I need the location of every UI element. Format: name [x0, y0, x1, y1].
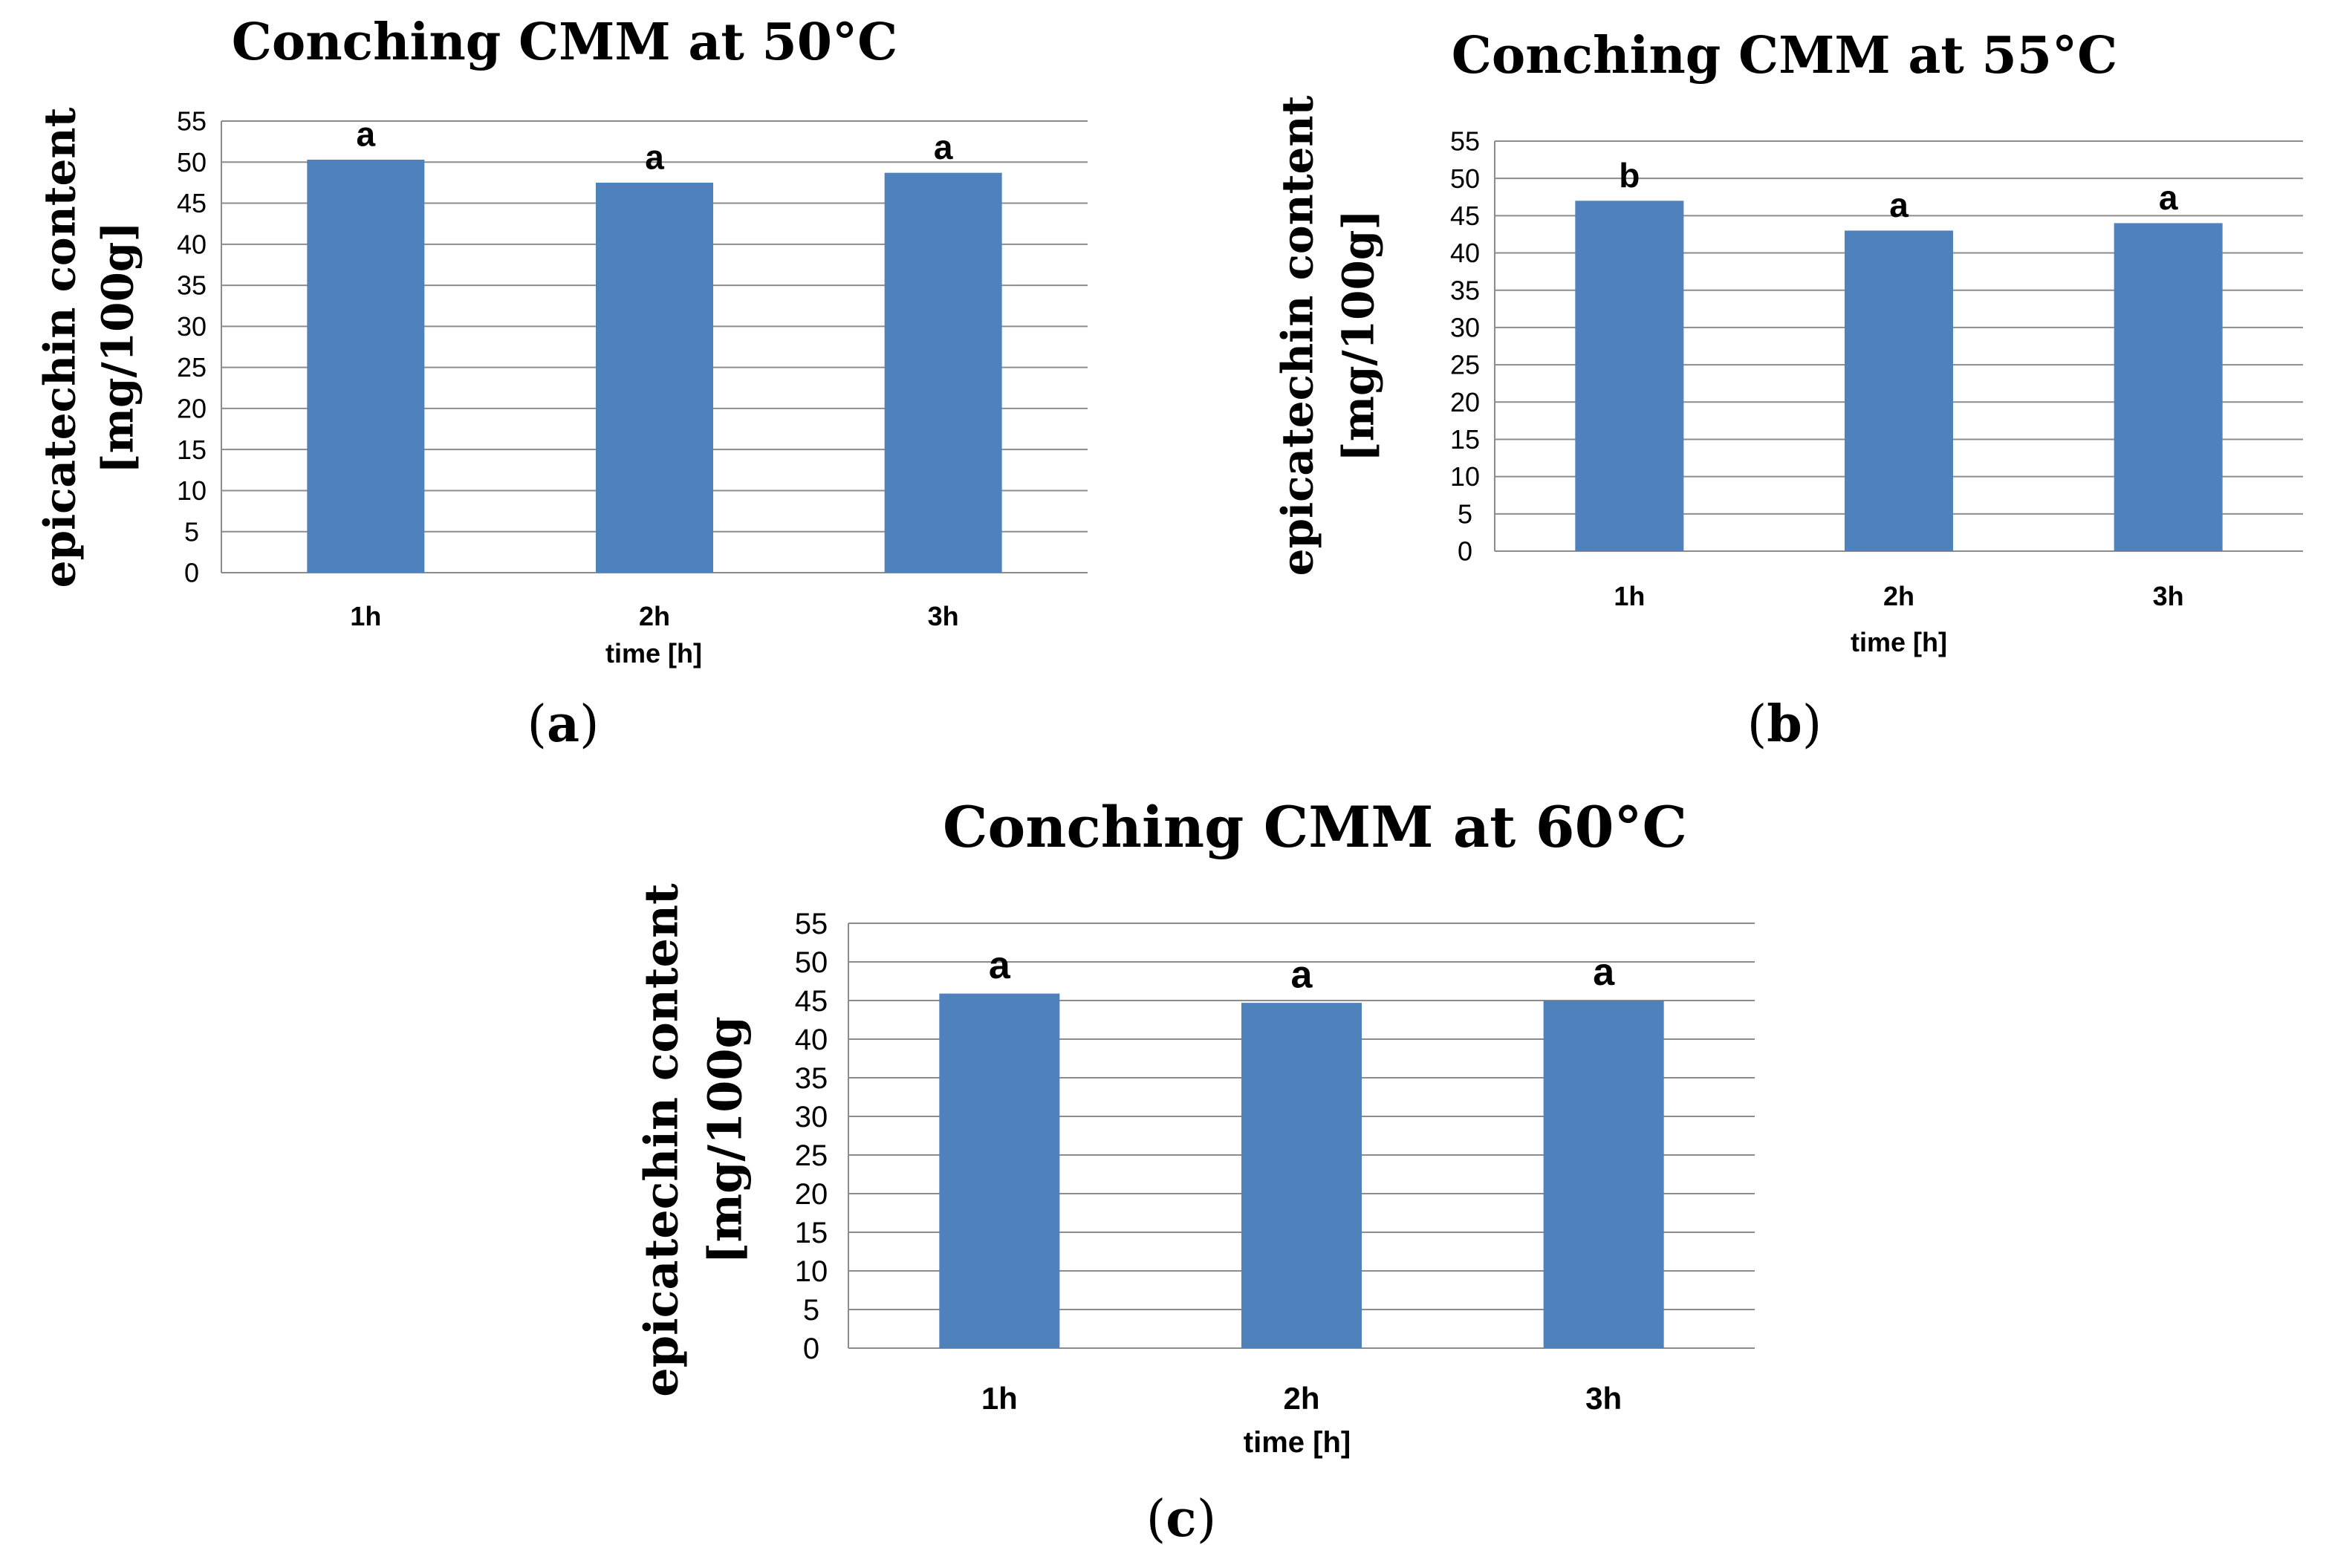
- chart-panel-a: Conching CMM at 50°C 0 5 10 15 20 25 30 35 40 45 50…: [34, 13, 1088, 754]
- y-tick-label: 55: [177, 106, 207, 137]
- y-tick-label: 55: [795, 908, 828, 940]
- significance-letter: a: [934, 128, 953, 166]
- y-tick-label: 40: [177, 229, 207, 259]
- chart-title: Conching CMM at 55°C: [1452, 26, 2117, 85]
- y-axis-label-line1: epicatechin content: [34, 107, 85, 588]
- bar-1h: [307, 159, 425, 573]
- y-tick-label: 0: [803, 1333, 819, 1365]
- y-tick-label: 30: [795, 1101, 828, 1133]
- significance-letter: a: [989, 944, 1011, 987]
- significance-letter: a: [1889, 186, 1909, 224]
- bar-1h: [939, 993, 1060, 1348]
- y-tick-label: 20: [177, 394, 207, 424]
- significance-letter: b: [1619, 156, 1640, 195]
- y-tick-label: 20: [795, 1178, 828, 1211]
- x-tick-label: 1h: [1614, 581, 1645, 611]
- y-tick-label: 50: [1450, 163, 1480, 194]
- y-tick-label: 15: [1450, 424, 1480, 455]
- y-tick-label: 20: [1450, 387, 1480, 417]
- y-tick-label: 30: [1450, 313, 1480, 343]
- significance-letter: a: [357, 115, 376, 154]
- y-tick-label: 40: [795, 1024, 828, 1056]
- y-tick-label: 25: [177, 352, 207, 383]
- y-tick-label: 25: [1450, 350, 1480, 380]
- y-tick-label: 35: [177, 270, 207, 301]
- chart-panel-b: Conching CMM at 55°C 0 5 10 15 20 25 30 35 40 45 50…: [1272, 26, 2303, 754]
- y-tick-label: 25: [795, 1139, 828, 1172]
- y-tick-label: 55: [1450, 126, 1480, 157]
- y-axis-label-line1: epicatechin content: [634, 883, 689, 1397]
- y-tick-label: 35: [795, 1062, 828, 1095]
- x-tick-label: 1h: [350, 601, 381, 631]
- y-tick-label: 10: [1450, 461, 1480, 492]
- y-tick-label: 0: [184, 558, 199, 588]
- significance-letter: a: [2159, 178, 2178, 217]
- bar-1h: [1575, 201, 1684, 551]
- panel-label: (c): [1146, 1489, 1216, 1549]
- y-tick-label: 35: [1450, 275, 1480, 305]
- significance-letter: a: [1291, 953, 1313, 996]
- y-tick-label: 15: [177, 435, 207, 465]
- y-tick-label: 40: [1450, 238, 1480, 268]
- bar-2h: [596, 182, 713, 573]
- x-tick-label: 2h: [1883, 581, 1914, 611]
- y-axis-label-line1: epicatechin content: [1272, 95, 1322, 576]
- y-axis-label-line2: [mg/100g: [698, 1016, 753, 1264]
- x-tick-label: 3h: [1585, 1381, 1622, 1416]
- x-tick-label: 3h: [928, 601, 959, 631]
- y-tick-label: 5: [184, 516, 199, 547]
- y-tick-label: 45: [795, 985, 828, 1018]
- x-tick-label: 3h: [2153, 581, 2184, 611]
- y-tick-label: 5: [803, 1294, 819, 1327]
- bar-3h: [2114, 223, 2223, 551]
- bar-2h: [1241, 1003, 1362, 1348]
- panel-label: (a): [527, 694, 599, 754]
- y-tick-label: 45: [1450, 201, 1480, 231]
- x-tick-label: 2h: [639, 601, 670, 631]
- bar-2h: [1845, 230, 1953, 551]
- x-tick-label: 2h: [1283, 1381, 1319, 1416]
- bar-3h: [1543, 1001, 1664, 1348]
- y-tick-label: 50: [795, 946, 828, 979]
- y-tick-label: 30: [177, 311, 207, 342]
- significance-letter: a: [645, 138, 664, 177]
- x-axis-label: time [h]: [1244, 1426, 1351, 1459]
- y-axis-label-line2: [mg/100g]: [92, 221, 143, 474]
- x-axis-label: time [h]: [605, 638, 702, 668]
- y-tick-label: 0: [1458, 536, 1472, 567]
- chart-panel-c: Conching CMM at 60°C 0 5 10 15 20 25 30 35 40 45 50…: [634, 794, 1755, 1549]
- significance-letter: a: [1593, 951, 1615, 994]
- panel-label: (b): [1747, 694, 1822, 754]
- y-tick-label: 45: [177, 188, 207, 218]
- x-tick-label: 1h: [981, 1381, 1018, 1416]
- x-axis-label: time [h]: [1851, 627, 1947, 657]
- y-tick-label: 10: [177, 475, 207, 506]
- y-tick-label: 10: [795, 1255, 828, 1288]
- bar-3h: [884, 172, 1002, 573]
- y-tick-label: 5: [1458, 498, 1472, 529]
- y-tick-label: 50: [177, 147, 207, 178]
- y-axis-label-line2: [mg/100g]: [1333, 209, 1383, 462]
- y-tick-label: 15: [795, 1217, 828, 1249]
- chart-title: Conching CMM at 50°C: [232, 13, 897, 72]
- chart-title: Conching CMM at 60°C: [943, 794, 1687, 860]
